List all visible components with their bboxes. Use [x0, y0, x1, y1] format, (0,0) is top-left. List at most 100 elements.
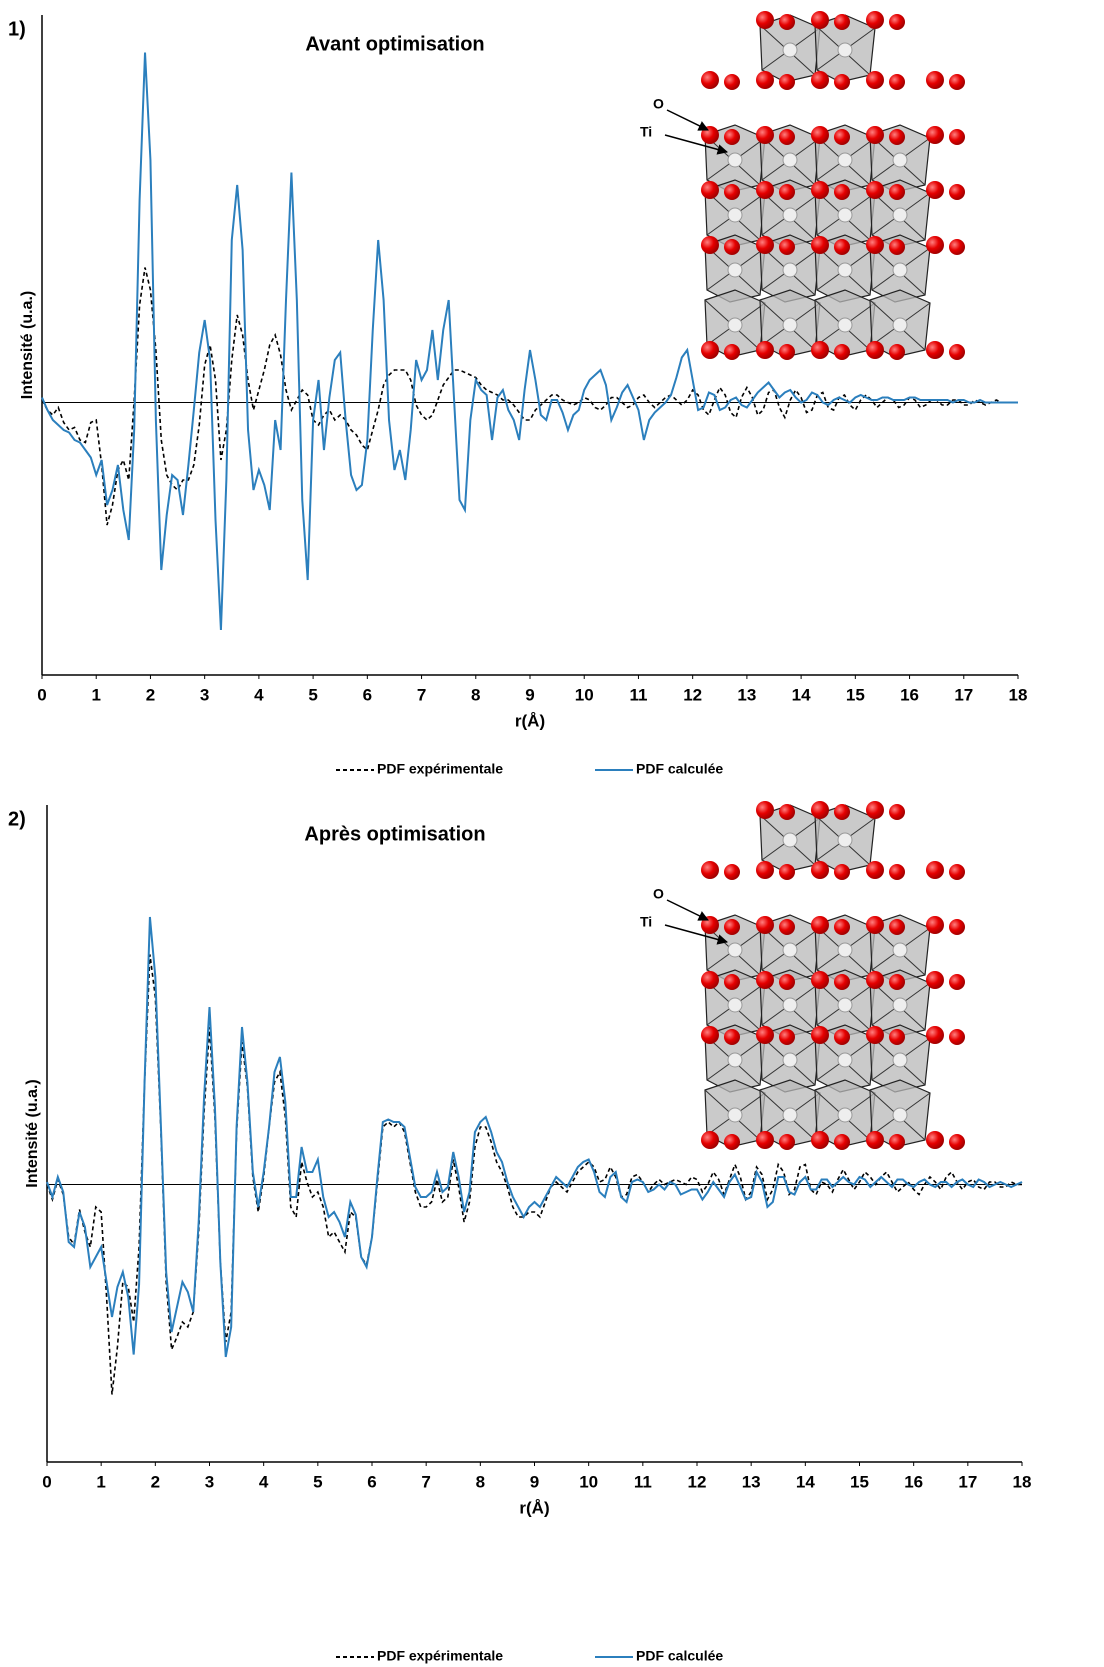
ti-atom: [837, 942, 853, 958]
o-atom: [724, 1134, 740, 1150]
o-atom: [779, 14, 795, 30]
o-atom: [756, 801, 774, 819]
o-atom: [701, 71, 719, 89]
o-atom: [866, 11, 884, 29]
o-atom: [724, 344, 740, 360]
o-atom: [926, 861, 944, 879]
o-atom: [779, 129, 795, 145]
ti-atom: [782, 42, 798, 58]
x-tick-label: 12: [683, 685, 702, 704]
x-tick-label: 3: [205, 1472, 214, 1491]
o-atom: [949, 974, 965, 990]
o-atom: [756, 916, 774, 934]
x-tick-label: 9: [525, 685, 534, 704]
o-atom: [811, 1026, 829, 1044]
o-atom: [756, 971, 774, 989]
label-arrow: [664, 134, 729, 155]
o-atom: [866, 1131, 884, 1149]
o-atom: [889, 14, 905, 30]
o-atom: [834, 14, 850, 30]
x-tick-label: 4: [259, 1472, 269, 1491]
legend-label: PDF calculée: [636, 1648, 723, 1664]
label-arrow: [666, 899, 709, 921]
o-atom: [811, 916, 829, 934]
ti-atom: [727, 1107, 743, 1123]
x-tick-label: 18: [1013, 1472, 1032, 1491]
x-tick-label: 17: [958, 1472, 977, 1491]
o-atom: [889, 1029, 905, 1045]
x-tick-label: 10: [579, 1472, 598, 1491]
o-atom: [866, 861, 884, 879]
o-atom: [811, 11, 829, 29]
x-axis-title: r(Å): [519, 1498, 549, 1517]
o-atom: [889, 74, 905, 90]
o-atom: [779, 1029, 795, 1045]
data-line: [41, 52, 1018, 631]
o-atom: [811, 71, 829, 89]
ti-atom: [892, 207, 908, 223]
x-tick-label: 17: [954, 685, 973, 704]
x-tick-label: 9: [530, 1472, 539, 1491]
chart-title: Avant optimisation: [305, 33, 484, 55]
o-atom: [834, 239, 850, 255]
o-atom: [834, 1134, 850, 1150]
o-atom: [949, 74, 965, 90]
ti-atom: [782, 317, 798, 333]
o-atom: [779, 804, 795, 820]
o-atom: [834, 129, 850, 145]
o-atom: [926, 126, 944, 144]
o-atom: [889, 974, 905, 990]
ti-atom: [892, 1107, 908, 1123]
o-atom: [834, 974, 850, 990]
atom-label: O: [653, 96, 664, 112]
o-atom: [811, 236, 829, 254]
o-atom: [724, 129, 740, 145]
o-atom: [779, 74, 795, 90]
label-arrow: [666, 109, 709, 131]
x-tick-label: 8: [476, 1472, 485, 1491]
o-atom: [949, 129, 965, 145]
o-atom: [724, 1029, 740, 1045]
x-tick-label: 16: [900, 685, 919, 704]
o-atom: [779, 1134, 795, 1150]
x-tick-label: 8: [471, 685, 480, 704]
ti-atom: [892, 317, 908, 333]
x-tick-label: 1: [91, 685, 100, 704]
ti-atom: [837, 262, 853, 278]
o-atom: [866, 971, 884, 989]
o-atom: [866, 126, 884, 144]
x-tick-label: 14: [796, 1472, 815, 1491]
o-atom: [949, 1134, 965, 1150]
crystal-structure: OTi: [640, 11, 965, 360]
o-atom: [811, 181, 829, 199]
o-atom: [949, 184, 965, 200]
o-atom: [701, 861, 719, 879]
o-atom: [926, 341, 944, 359]
o-atom: [756, 236, 774, 254]
legend-label: PDF calculée: [636, 761, 723, 777]
o-atom: [811, 126, 829, 144]
o-atom: [834, 864, 850, 880]
x-tick-label: 11: [634, 1472, 652, 1491]
ti-atom: [727, 207, 743, 223]
o-atom: [834, 804, 850, 820]
o-atom: [811, 861, 829, 879]
o-atom: [834, 344, 850, 360]
o-atom: [866, 71, 884, 89]
o-atom: [779, 919, 795, 935]
o-atom: [949, 239, 965, 255]
x-tick-label: 4: [254, 685, 264, 704]
o-atom: [926, 1026, 944, 1044]
ti-atom: [837, 42, 853, 58]
ti-atom: [782, 207, 798, 223]
o-atom: [724, 919, 740, 935]
o-atom: [756, 11, 774, 29]
o-atom: [926, 181, 944, 199]
o-atom: [701, 1026, 719, 1044]
ti-atom: [782, 1052, 798, 1068]
ti-atom: [837, 997, 853, 1013]
o-atom: [926, 971, 944, 989]
o-atom: [866, 1026, 884, 1044]
ti-atom: [727, 1052, 743, 1068]
y-axis-title: Intensité (u.a.): [24, 1079, 41, 1187]
